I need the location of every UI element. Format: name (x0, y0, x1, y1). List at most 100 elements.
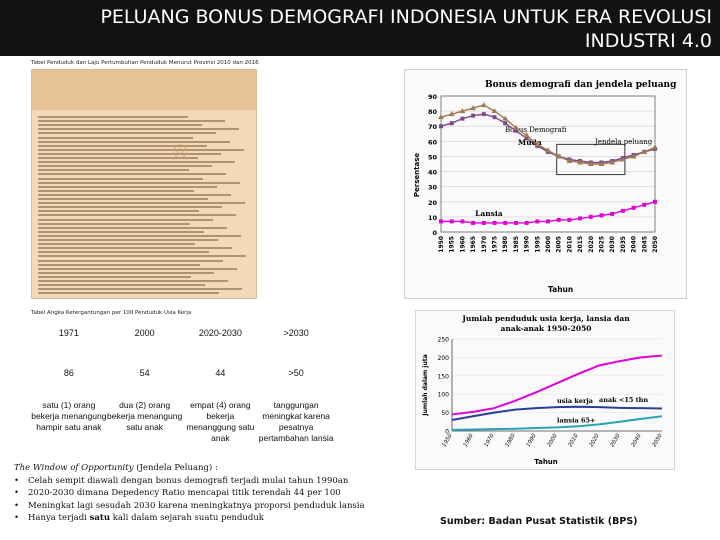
y-tick-label: 10 (428, 214, 438, 222)
x-tick-label: 2040 (631, 236, 638, 253)
population-table-row (38, 116, 188, 118)
x-tick-label: 1960 (459, 236, 466, 253)
series-label: Muda (518, 138, 542, 147)
x-tick-label: 2040 (631, 433, 643, 449)
population-table-row (38, 275, 191, 278)
population-table-row (38, 120, 225, 123)
y-tick-label: 80 (428, 108, 438, 116)
y-tick-label: 0 (445, 429, 449, 436)
x-axis-label: Tahun (534, 458, 558, 466)
population-table-row (38, 189, 194, 192)
dependency-description-cell: tanggungan meningkat karena pesatnya per… (258, 400, 334, 443)
data-point (609, 159, 616, 165)
data-point (546, 219, 550, 224)
data-point (523, 132, 530, 138)
population-table-row (38, 202, 245, 205)
data-point (503, 220, 508, 225)
data-point (545, 147, 551, 153)
y-tick-label: 90 (428, 93, 438, 101)
dependency-table-value-row: 86 54 44 >50 (31, 348, 334, 398)
data-point (470, 105, 477, 111)
x-tick-label: 1980 (505, 433, 517, 449)
annotation-bonus-demografi: Bonus Demografi (505, 126, 567, 134)
y-tick-label: 250 (438, 337, 450, 344)
notes-bullet-post: kali dalam sejarah suatu penduduk (110, 513, 264, 523)
notes-bullet: Hanya terjadi satu kali dalam sejarah su… (14, 512, 409, 525)
y-tick-label: 50 (441, 410, 449, 417)
population-table-row (38, 239, 218, 241)
x-tick-label: 2000 (545, 236, 552, 253)
bonus-demografi-chart-svg: Bonus demografi dan jendela peluang 0 10 20… (413, 80, 677, 294)
population-table-row (38, 292, 219, 295)
data-point (642, 202, 647, 207)
population-table-image: ◎ (31, 69, 257, 299)
data-point (535, 219, 540, 224)
dependency-table-caption: Tabel Angka Ketergantungan per 100 Pendu… (31, 310, 192, 316)
data-point (512, 124, 519, 130)
dependency-description-cell: dua (2) orang bekerja menangung satu ana… (107, 400, 183, 432)
data-point (631, 205, 636, 210)
population-table-row (38, 222, 190, 225)
data-point (652, 144, 658, 150)
data-point (492, 220, 497, 225)
population-table-row (38, 206, 222, 209)
y-tick-label: 70 (428, 123, 438, 131)
source-text: Sumber: Badan Pusat Statistik (BPS) (440, 516, 638, 527)
population-table-row (38, 210, 199, 213)
x-tick-label: 2025 (599, 236, 606, 253)
population-table-row (38, 230, 204, 233)
population-table-row (38, 169, 189, 172)
notes-bullet: Meningkat lagi sesudah 2030 karena menin… (14, 500, 409, 513)
plot-area (440, 95, 656, 233)
y-tick-label: 50 (428, 153, 438, 161)
population-table-row (38, 247, 232, 250)
population-table-row (38, 271, 214, 274)
data-point (481, 112, 486, 117)
data-point (471, 113, 476, 118)
population-table-row (38, 157, 198, 159)
population-table-row (38, 161, 235, 164)
data-point (513, 128, 518, 133)
population-table-row (38, 181, 240, 184)
series-label: Lansia (475, 209, 503, 218)
data-point (556, 217, 561, 222)
chart-title: Bonus demografi dan jendela peluang (485, 80, 677, 90)
x-tick-label: 1970 (484, 433, 496, 449)
data-point (492, 115, 497, 120)
notes-bullet-pre: Hanya terjadi (28, 513, 90, 523)
series-label: lansia 65+ (557, 416, 596, 424)
population-table-row (38, 226, 227, 229)
data-point (471, 220, 476, 225)
data-point (503, 121, 508, 126)
population-table-row (38, 136, 193, 139)
dependency-header-cell: 2000 (106, 318, 183, 348)
x-tick-label: 2005 (556, 236, 563, 253)
data-point (460, 219, 465, 224)
data-point (641, 148, 648, 154)
data-point (567, 217, 572, 222)
population-table-row (38, 148, 244, 151)
population-table-row (38, 124, 202, 127)
data-point (587, 161, 594, 166)
x-tick-label: 1950 (438, 236, 445, 253)
population-table-row (38, 132, 216, 135)
population-table-row (38, 198, 208, 200)
notes-heading-italic: The Window of Opportunity (14, 463, 134, 473)
x-tick-label: 2045 (641, 236, 648, 253)
y-tick-label: 200 (438, 355, 450, 362)
x-tick-label: 1980 (502, 236, 509, 253)
data-point (481, 220, 486, 225)
dependency-value-cell: >50 (288, 368, 304, 378)
x-tick-label: 1975 (492, 236, 499, 253)
series-label: anak <15 thn (599, 396, 648, 404)
data-point (610, 211, 615, 216)
y-axis-label: Jumlah dalam juta (422, 354, 429, 416)
dependency-header-cell: >2030 (258, 318, 334, 348)
y-tick-label: 150 (438, 373, 450, 380)
y-tick-label: 60 (428, 138, 438, 146)
data-point (620, 208, 625, 213)
data-point (449, 219, 454, 224)
data-point (599, 213, 604, 218)
data-point (449, 121, 454, 126)
data-point (577, 159, 584, 165)
